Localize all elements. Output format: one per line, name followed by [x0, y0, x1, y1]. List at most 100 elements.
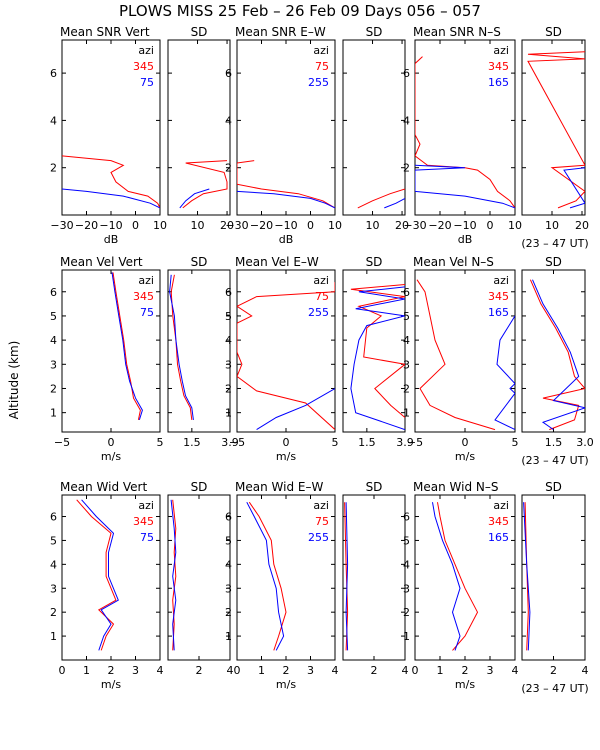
legend: azi 345 75 — [133, 499, 154, 544]
panel-title: SD — [191, 480, 208, 494]
series-line-345 — [112, 272, 141, 421]
x-tick-label: 2 — [462, 664, 469, 677]
x-tick-label: 3.0 — [576, 436, 594, 449]
y-tick-label: 2 — [50, 382, 57, 395]
y-tick-label: 6 — [50, 286, 57, 299]
y-tick-label: 3 — [225, 582, 232, 595]
x-axis-label: m/s — [101, 450, 121, 463]
panel-snr-ew: Mean SNR E–W 2 4 6 −30 −20 −10 0 10 dB azi 75 255 — [225, 25, 342, 246]
legend-header: azi — [493, 44, 509, 57]
x-tick-label: 1.5 — [183, 436, 201, 449]
y-tick-label: 4 — [50, 558, 57, 571]
y-tick-label: 1 — [50, 407, 57, 420]
series-line-75 — [62, 188, 160, 209]
x-tick-label: 2 — [108, 664, 115, 677]
legend-blue-label: 165 — [488, 306, 509, 319]
y-tick-label: 6 — [50, 511, 57, 524]
y-tick-label: 2 — [403, 162, 410, 175]
x-tick-label: 0 — [234, 664, 241, 677]
x-axis-label: m/s — [101, 678, 121, 691]
legend-blue-label: 75 — [140, 306, 154, 319]
x-tick-label: 0 — [307, 219, 314, 232]
series-line-75 — [237, 160, 335, 209]
x-tick-label: 10 — [366, 219, 380, 232]
panel-frame — [342, 39, 406, 216]
panel-frame — [521, 39, 586, 216]
x-tick-label: 5 — [512, 436, 519, 449]
y-tick-label: 5 — [403, 534, 410, 547]
panel-wid-ew-sd: SD 2 4 — [342, 480, 409, 677]
y-tick-label: 6 — [403, 67, 410, 80]
legend-red-label: 345 — [133, 290, 154, 303]
x-tick-label: −20 — [250, 219, 273, 232]
x-tick-label: 1.5 — [545, 436, 563, 449]
x-tick-label: 3 — [132, 664, 139, 677]
x-tick-label: 3 — [487, 664, 494, 677]
y-tick-label: 1 — [225, 407, 232, 420]
legend-header: azi — [313, 44, 329, 57]
panel-title: Mean Vel E–W — [235, 255, 319, 269]
panel-frame — [342, 494, 406, 661]
legend: azi 75 255 — [308, 274, 329, 319]
legend-header: azi — [313, 274, 329, 287]
y-tick-label: 3 — [225, 358, 232, 371]
x-tick-label: 4 — [512, 664, 519, 677]
panel-wid-ew: Mean Wid E–W 1 2 3 4 5 6 0 1 2 3 4 m/s azi 75 255 — [225, 480, 339, 691]
y-tick-label: 1 — [403, 630, 410, 643]
series-line-345 — [62, 155, 160, 209]
series-line-75 — [350, 284, 405, 418]
x-tick-label: 3.9 — [221, 436, 239, 449]
y-tick-label: 5 — [403, 310, 410, 323]
panel-wid-vert-sd: SD 2 4 — [167, 480, 234, 677]
x-tick-label: −5 — [407, 436, 423, 449]
x-axis-label: m/s — [455, 450, 475, 463]
legend: azi 345 75 — [133, 44, 154, 89]
x-tick-label: −30 — [403, 219, 426, 232]
x-tick-label: 0 — [283, 436, 290, 449]
y-tick-label: 2 — [50, 162, 57, 175]
x-tick-label: 1 — [258, 664, 265, 677]
ut-note: (23 – 47 UT) — [521, 454, 588, 467]
ut-note: (23 – 47 UT) — [521, 682, 588, 695]
panel-title: SD — [366, 255, 383, 269]
legend-header: azi — [493, 274, 509, 287]
y-tick-label: 3 — [403, 358, 410, 371]
x-axis-label: dB — [458, 233, 473, 246]
y-tick-label: 5 — [225, 534, 232, 547]
x-tick-label: −10 — [453, 219, 476, 232]
series-line-165 — [494, 315, 515, 431]
x-tick-label: 10 — [545, 219, 559, 232]
series-line-165 — [532, 279, 585, 431]
panel-title: Mean Wid Vert — [60, 480, 147, 494]
x-tick-label: 3 — [307, 664, 314, 677]
y-tick-label: 4 — [225, 334, 232, 347]
altitude-axis-label: Altitude (km) — [7, 341, 21, 420]
panel-vel-ns-sd: SD 1.5 3.0 — [521, 255, 594, 449]
legend-blue-label: 255 — [308, 531, 329, 544]
series-line-255 — [256, 388, 335, 431]
series-line-255 — [246, 501, 285, 651]
panel-title: SD — [366, 25, 383, 39]
series-line-345 — [76, 499, 117, 651]
y-tick-label: 2 — [403, 382, 410, 395]
legend-red-label: 75 — [315, 290, 329, 303]
panel-title: SD — [545, 255, 562, 269]
legend-blue-label: 255 — [308, 76, 329, 89]
y-tick-label: 6 — [50, 67, 57, 80]
y-tick-label: 2 — [225, 382, 232, 395]
x-axis-label: m/s — [276, 450, 296, 463]
panel-snr-ns: Mean SNR N–S 2 4 6 −30 −20 −10 0 10 dB azi 345 165 — [403, 25, 522, 246]
y-tick-label: 6 — [403, 286, 410, 299]
legend-blue-label: 165 — [488, 531, 509, 544]
panel-title: SD — [545, 480, 562, 494]
panel-frame — [167, 494, 231, 661]
panel-title: Mean Vel N–S — [413, 255, 494, 269]
panel-title: Mean Wid N–S — [413, 480, 498, 494]
panel-vel-ew-sd: SD 1.5 3.9 — [342, 255, 414, 449]
y-tick-label: 6 — [403, 511, 410, 524]
series-line-345 — [170, 274, 193, 420]
